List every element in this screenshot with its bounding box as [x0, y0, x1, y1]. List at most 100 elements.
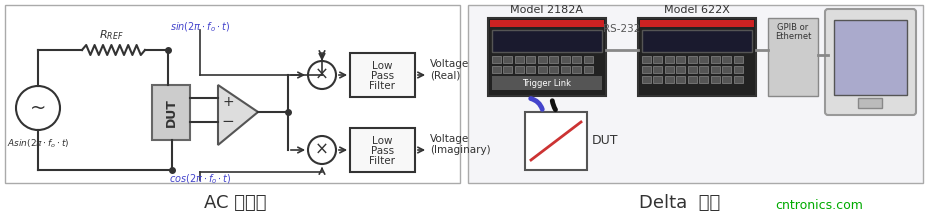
Text: Trigger Link: Trigger Link: [522, 78, 571, 87]
FancyBboxPatch shape: [349, 53, 414, 97]
Text: (Real): (Real): [429, 70, 460, 80]
FancyBboxPatch shape: [583, 76, 592, 83]
FancyBboxPatch shape: [514, 66, 524, 73]
Polygon shape: [218, 85, 258, 145]
Text: (Imaginary): (Imaginary): [429, 145, 490, 155]
Text: $R_{REF}$: $R_{REF}$: [98, 28, 123, 42]
Text: Voltage: Voltage: [429, 134, 469, 144]
FancyBboxPatch shape: [489, 20, 603, 27]
FancyBboxPatch shape: [824, 9, 915, 115]
FancyBboxPatch shape: [491, 76, 501, 83]
Text: $sin(2\pi \cdot f_o \cdot t)$: $sin(2\pi \cdot f_o \cdot t)$: [170, 20, 230, 34]
FancyBboxPatch shape: [653, 66, 662, 73]
FancyBboxPatch shape: [561, 56, 569, 63]
FancyBboxPatch shape: [687, 66, 696, 73]
FancyBboxPatch shape: [857, 98, 882, 108]
FancyBboxPatch shape: [641, 66, 651, 73]
FancyBboxPatch shape: [503, 76, 512, 83]
FancyBboxPatch shape: [665, 66, 673, 73]
FancyBboxPatch shape: [722, 66, 730, 73]
Text: Ethernet: Ethernet: [774, 32, 810, 41]
FancyBboxPatch shape: [549, 76, 558, 83]
Text: Voltage: Voltage: [429, 59, 469, 69]
FancyBboxPatch shape: [491, 66, 501, 73]
FancyBboxPatch shape: [733, 56, 743, 63]
FancyBboxPatch shape: [653, 56, 662, 63]
Text: RS-232: RS-232: [603, 24, 640, 34]
FancyBboxPatch shape: [526, 56, 535, 63]
FancyBboxPatch shape: [687, 56, 696, 63]
Text: $cos(2\pi \cdot f_o \cdot t)$: $cos(2\pi \cdot f_o \cdot t)$: [169, 172, 231, 186]
FancyBboxPatch shape: [640, 20, 753, 27]
FancyBboxPatch shape: [349, 128, 414, 172]
Text: cntronics.com: cntronics.com: [774, 199, 862, 212]
FancyBboxPatch shape: [503, 56, 512, 63]
Text: Model 622X: Model 622X: [664, 5, 730, 15]
FancyBboxPatch shape: [699, 66, 707, 73]
FancyBboxPatch shape: [538, 66, 546, 73]
FancyBboxPatch shape: [491, 76, 602, 90]
FancyBboxPatch shape: [467, 5, 922, 183]
FancyBboxPatch shape: [665, 56, 673, 63]
FancyBboxPatch shape: [699, 76, 707, 83]
FancyBboxPatch shape: [572, 76, 581, 83]
FancyBboxPatch shape: [152, 85, 190, 140]
Text: Low: Low: [372, 61, 392, 71]
FancyBboxPatch shape: [653, 76, 662, 83]
FancyBboxPatch shape: [676, 66, 685, 73]
FancyBboxPatch shape: [549, 56, 558, 63]
Text: Delta  模式: Delta 模式: [639, 194, 720, 212]
FancyBboxPatch shape: [676, 76, 685, 83]
FancyBboxPatch shape: [665, 76, 673, 83]
FancyBboxPatch shape: [561, 76, 569, 83]
FancyBboxPatch shape: [583, 66, 592, 73]
FancyBboxPatch shape: [525, 112, 587, 170]
FancyBboxPatch shape: [641, 76, 651, 83]
FancyBboxPatch shape: [5, 5, 460, 183]
FancyBboxPatch shape: [676, 56, 685, 63]
Text: GPIB or: GPIB or: [777, 23, 807, 32]
FancyBboxPatch shape: [514, 56, 524, 63]
FancyBboxPatch shape: [561, 66, 569, 73]
FancyBboxPatch shape: [503, 66, 512, 73]
Text: Pass: Pass: [371, 71, 394, 81]
FancyBboxPatch shape: [733, 76, 743, 83]
FancyBboxPatch shape: [699, 56, 707, 63]
Text: −: −: [222, 114, 235, 128]
FancyBboxPatch shape: [710, 66, 719, 73]
FancyBboxPatch shape: [572, 66, 581, 73]
Text: ×: ×: [315, 141, 328, 159]
FancyBboxPatch shape: [488, 18, 605, 96]
Text: DUT: DUT: [591, 134, 617, 147]
FancyBboxPatch shape: [538, 76, 546, 83]
Text: ~: ~: [30, 99, 46, 118]
Text: Low: Low: [372, 136, 392, 146]
FancyBboxPatch shape: [710, 56, 719, 63]
FancyBboxPatch shape: [549, 66, 558, 73]
FancyBboxPatch shape: [733, 66, 743, 73]
FancyBboxPatch shape: [572, 56, 581, 63]
FancyBboxPatch shape: [768, 18, 817, 96]
FancyBboxPatch shape: [641, 56, 651, 63]
Text: Model 2182A: Model 2182A: [510, 5, 583, 15]
FancyBboxPatch shape: [514, 76, 524, 83]
FancyBboxPatch shape: [687, 76, 696, 83]
FancyBboxPatch shape: [638, 18, 756, 96]
Text: Pass: Pass: [371, 146, 394, 156]
FancyBboxPatch shape: [722, 56, 730, 63]
Text: Filter: Filter: [369, 156, 395, 166]
Text: Filter: Filter: [369, 81, 395, 91]
Text: ×: ×: [315, 66, 328, 84]
Text: AC 法框图: AC 法框图: [204, 194, 266, 212]
Text: +: +: [222, 95, 234, 109]
FancyBboxPatch shape: [583, 56, 592, 63]
Text: DUT: DUT: [164, 98, 177, 127]
Text: $Asin(2\pi \cdot f_o \cdot t)$: $Asin(2\pi \cdot f_o \cdot t)$: [6, 138, 70, 151]
FancyBboxPatch shape: [833, 20, 906, 95]
FancyBboxPatch shape: [641, 30, 751, 52]
FancyBboxPatch shape: [491, 30, 602, 52]
FancyBboxPatch shape: [538, 56, 546, 63]
FancyBboxPatch shape: [526, 66, 535, 73]
FancyBboxPatch shape: [491, 56, 501, 63]
FancyBboxPatch shape: [526, 76, 535, 83]
